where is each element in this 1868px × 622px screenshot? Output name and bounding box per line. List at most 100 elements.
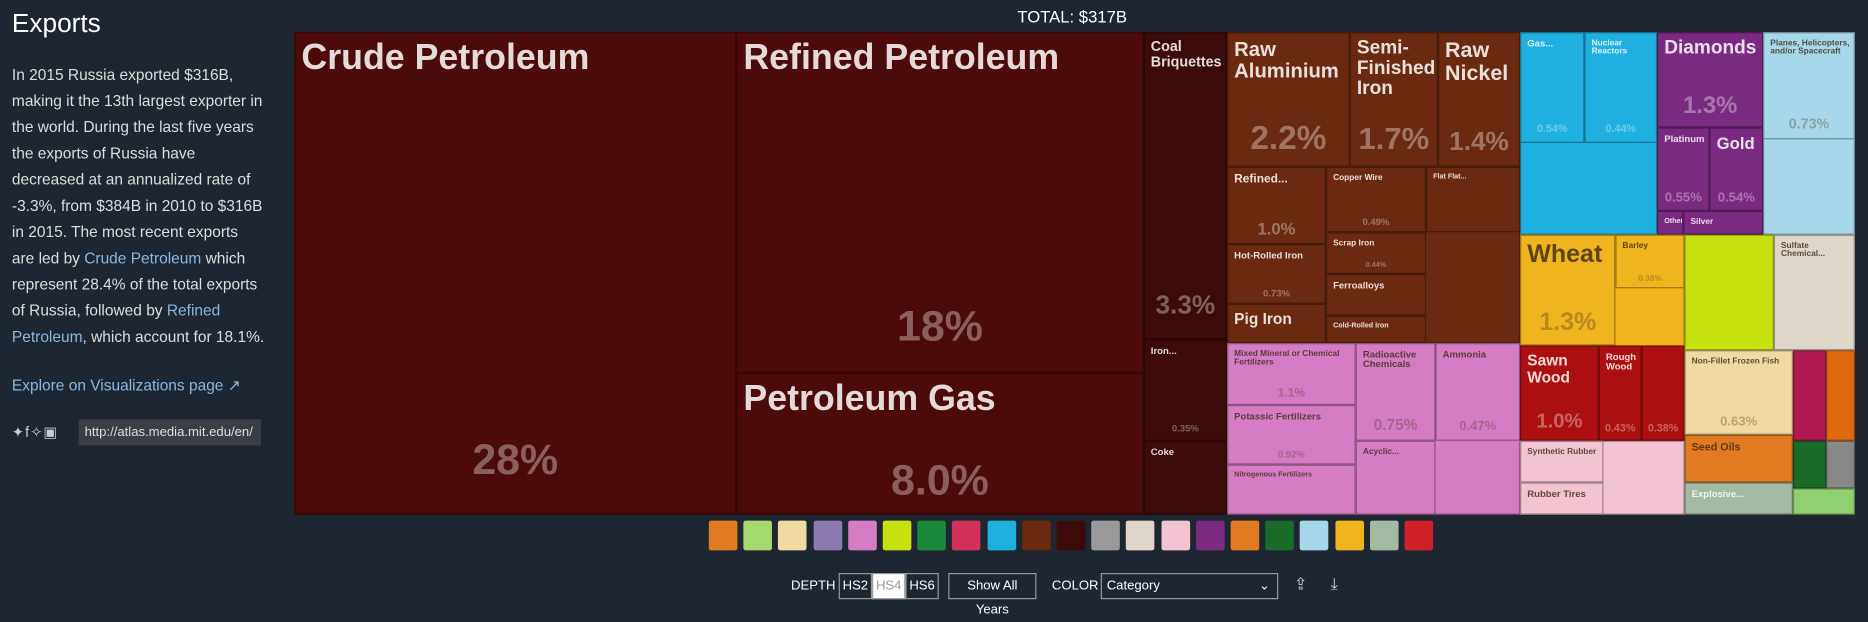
tile-label: Non-Fillet Frozen Fish (1691, 357, 1780, 366)
tile: Ammonia 0.47% (1435, 343, 1521, 441)
color-select[interactable]: Category ⌄ (1100, 573, 1279, 600)
tile: Acyclic... (1355, 440, 1436, 515)
tile-label: Gas... (1527, 38, 1554, 49)
category-icon (1334, 520, 1364, 551)
share-button[interactable]: ⇪ (1293, 574, 1308, 594)
hs2-button[interactable]: HS2 (838, 573, 873, 600)
tile: Planes, Helicopters, and/or Spacecraft 0.… (1763, 32, 1855, 140)
tile-label: Mixed Mineral or Chemical Fertilizers (1234, 350, 1340, 368)
tile: Explosive... (1684, 482, 1793, 515)
tile-share: 1.0% (1536, 410, 1583, 433)
category-icon (1404, 520, 1434, 551)
tile-share: 18% (897, 301, 983, 351)
tile: Seed Oils (1684, 434, 1793, 483)
tile-label: Coke (1150, 446, 1175, 458)
tile: Scrap Iron 0.44% (1325, 232, 1426, 274)
tile-share: 0.44% (1605, 123, 1636, 136)
tile-label: Hot-Rolled Iron (1234, 250, 1304, 261)
tile-share: 0.35% (1171, 422, 1199, 434)
url-box[interactable]: http://atlas.media.mit.edu/en/ (78, 419, 261, 446)
download-button[interactable]: ⤓ (1330, 574, 1339, 594)
category-icon (1021, 520, 1051, 551)
category-icon (813, 520, 842, 551)
category-icon (1369, 520, 1399, 551)
tile-label: Sulfate Chemical... (1780, 241, 1826, 259)
tile-label: Nitrogenous Fertilizers (1234, 471, 1313, 479)
tile: Potassic Fertilizers 0.92% (1227, 405, 1356, 465)
link[interactable]: Refined Petroleum (11, 301, 221, 346)
tile-label: Sawn Wood (1527, 351, 1570, 386)
tile-label: Rubber Tires (1527, 488, 1586, 500)
tile-share: 0.54% (1717, 190, 1755, 205)
tile-label: Scrap Iron (1333, 239, 1375, 248)
tile: Refined... 1.0% (1227, 166, 1326, 245)
tile-share: 0.73% (1262, 288, 1290, 300)
tile: Radioactive Chemicals 0.75% (1355, 343, 1436, 441)
tile-label: Ammonia (1442, 349, 1487, 360)
text: , which account for 18.1%. (82, 327, 265, 346)
tile: Refined Petroleum 18% (736, 32, 1144, 373)
tile-share: 1.1% (1277, 387, 1305, 401)
tile-label: Explosive... (1691, 488, 1745, 500)
tile-label: Rough Wood (1605, 351, 1637, 373)
tile: Gold 0.54% (1709, 127, 1764, 211)
tile-share: 0.38% (1647, 421, 1679, 434)
tile: Sawn Wood 1.0% (1520, 345, 1599, 441)
total: TOTAL: $317B (1017, 7, 1128, 27)
tile-label: Cold-Rolled Iron (1333, 322, 1389, 330)
tile-share: 3.3% (1155, 288, 1216, 319)
explore-link[interactable]: Explore on Visualizations page ↗ (11, 376, 241, 395)
tile-share: 2.2% (1250, 119, 1327, 157)
tile: Nitrogenous Fertilizers (1227, 464, 1356, 515)
hs6-button[interactable]: HS6 (905, 573, 939, 600)
tile-label: Petroleum Gas (743, 378, 996, 419)
tile: Rubber Tires (1520, 482, 1604, 515)
tile-share: 0.54% (1537, 123, 1568, 136)
tile: Petroleum Gas 8.0% (736, 372, 1144, 515)
tile: Gas... 0.54% (1520, 32, 1585, 143)
tile-share: 1.0% (1257, 219, 1296, 239)
category-icon (778, 520, 807, 551)
tile-label: Crude Petroleum (301, 38, 590, 78)
text: which represent 28.4% of the total expor… (11, 248, 258, 320)
tile-share: 8.0% (891, 454, 989, 504)
tile-share: 0.43% (1604, 421, 1636, 434)
category-icon (882, 520, 912, 551)
category-icon (1126, 520, 1155, 551)
treemap: Crude Petroleum 28% Refined Petroleum 18% Pe… (294, 32, 1855, 515)
region (1792, 440, 1827, 489)
caret: ⌄ (1258, 578, 1270, 594)
title: Exports (11, 8, 101, 39)
tile-label: Radioactive Chemicals (1362, 349, 1417, 370)
region (1826, 350, 1855, 441)
tile-label: Ferroalloys (1333, 279, 1385, 291)
tile: Copper Wire 0.49% (1325, 166, 1426, 233)
tile: Pig Iron (1227, 303, 1326, 344)
tile: Non-Fillet Frozen Fish 0.63% (1684, 350, 1793, 435)
tile-share: 0.73% (1788, 115, 1830, 132)
category-icon (1265, 520, 1294, 551)
tile-label: Raw Nickel (1445, 38, 1509, 85)
tile-share: 0.92% (1277, 449, 1305, 460)
tile-label: Planes, Helicopters, and/or Spacecraft (1770, 39, 1850, 57)
category-icon (847, 520, 877, 551)
tile-label: Copper Wire (1333, 173, 1383, 183)
tile: 0.38% (1641, 345, 1685, 441)
select-value: Category (1106, 578, 1160, 594)
tile-label: Coal Briquettes (1150, 38, 1222, 70)
category-icon (1230, 520, 1260, 551)
tile: Barley 0.38% (1615, 234, 1685, 289)
years-button[interactable]: Show All Years (948, 573, 1037, 617)
tile-label: Nuclear Reactors (1591, 39, 1628, 57)
tile: Raw Aluminium 2.2% (1227, 32, 1350, 167)
tile-share: 0.55% (1664, 190, 1702, 205)
tile-label: Silver (1690, 218, 1714, 227)
tile-share: 1.4% (1449, 126, 1509, 157)
link[interactable]: Crude Petroleum (84, 248, 202, 267)
tile-label: Synthetic Rubber (1527, 447, 1597, 457)
tile-share: 1.7% (1358, 120, 1430, 157)
tile: Flat Flat... (1425, 166, 1521, 233)
social-icons[interactable]: ✦f✧▣ (11, 424, 59, 441)
hs4-button[interactable]: HS4 (872, 573, 906, 600)
